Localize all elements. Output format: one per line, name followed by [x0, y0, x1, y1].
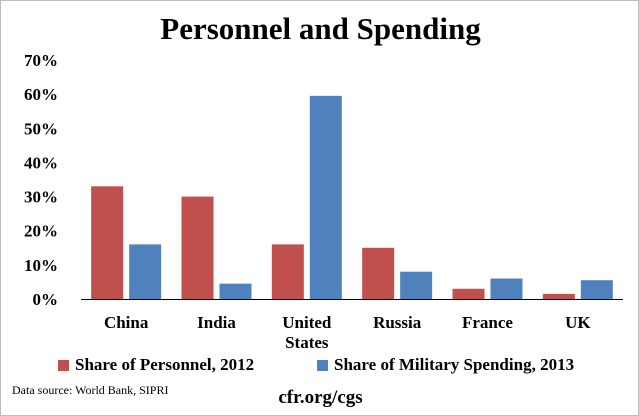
y-tick-label: 50%	[24, 119, 58, 138]
bar-chart-plot: 0% 10% 20% 30% 40% 50% 60% 70% China India United…	[24, 51, 623, 351]
x-category-label: India	[197, 313, 236, 332]
legend-item-personnel: Share of Personnel, 2012	[58, 355, 254, 375]
legend: Share of Personnel, 2012 Share of Milita…	[1, 355, 639, 377]
bars	[91, 95, 613, 299]
bar-spending	[400, 271, 433, 299]
legend-swatch-personnel	[58, 359, 69, 371]
legend-item-spending: Share of Military Spending, 2013	[317, 355, 574, 375]
bar-personnel	[271, 244, 304, 299]
chart-title: Personnel and Spending	[160, 11, 481, 46]
legend-swatch-spending	[317, 359, 328, 371]
x-category-label: China	[104, 313, 149, 332]
bar-personnel	[452, 288, 485, 299]
x-category-label: Russia	[373, 313, 422, 332]
x-axis-labels: China India United States Russia France UK	[104, 313, 591, 351]
y-tick-label: 60%	[24, 85, 58, 104]
y-tick-label: 40%	[24, 153, 58, 172]
x-category-label: UK	[565, 313, 591, 332]
bar-personnel	[181, 196, 214, 299]
x-category-label: France	[462, 313, 513, 332]
y-axis-ticks: 0% 10% 20% 30% 40% 50% 60% 70%	[24, 51, 58, 309]
bar-personnel	[362, 247, 395, 299]
bar-spending	[490, 278, 523, 299]
x-category-label: United States	[282, 313, 332, 351]
y-tick-label: 70%	[24, 51, 58, 70]
y-tick-label: 10%	[24, 256, 58, 275]
bar-spending	[309, 95, 342, 299]
y-tick-label: 30%	[24, 188, 58, 207]
y-tick-label: 20%	[24, 222, 58, 241]
bar-personnel	[542, 293, 575, 299]
data-source-note: Data source: World Bank, SIPRI	[12, 383, 169, 397]
y-tick-label: 0%	[33, 290, 59, 309]
legend-label-spending: Share of Military Spending, 2013	[334, 355, 575, 374]
bar-spending	[219, 283, 252, 299]
footer-url: cfr.org/cgs	[278, 387, 363, 408]
bar-spending	[129, 244, 162, 299]
legend-label-personnel: Share of Personnel, 2012	[75, 355, 255, 374]
bar-personnel	[91, 186, 124, 299]
bar-spending	[580, 280, 613, 299]
